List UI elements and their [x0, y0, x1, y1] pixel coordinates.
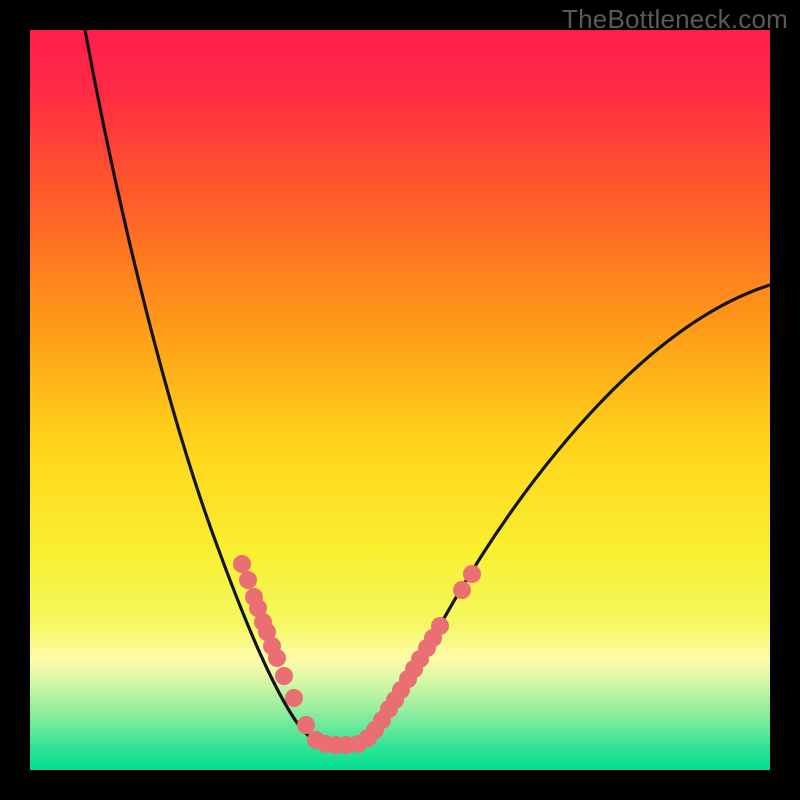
curve-marker [463, 565, 481, 583]
curve-marker [431, 617, 449, 635]
curve-marker [239, 571, 257, 589]
curve-marker [268, 649, 286, 667]
curve-marker [275, 667, 293, 685]
curve-marker [285, 689, 303, 707]
gradient-background [30, 30, 770, 770]
curve-marker [297, 716, 315, 734]
curve-marker [453, 581, 471, 599]
chart-stage: TheBottleneck.com [0, 0, 800, 800]
chart-svg [0, 0, 800, 800]
curve-marker [233, 555, 251, 573]
